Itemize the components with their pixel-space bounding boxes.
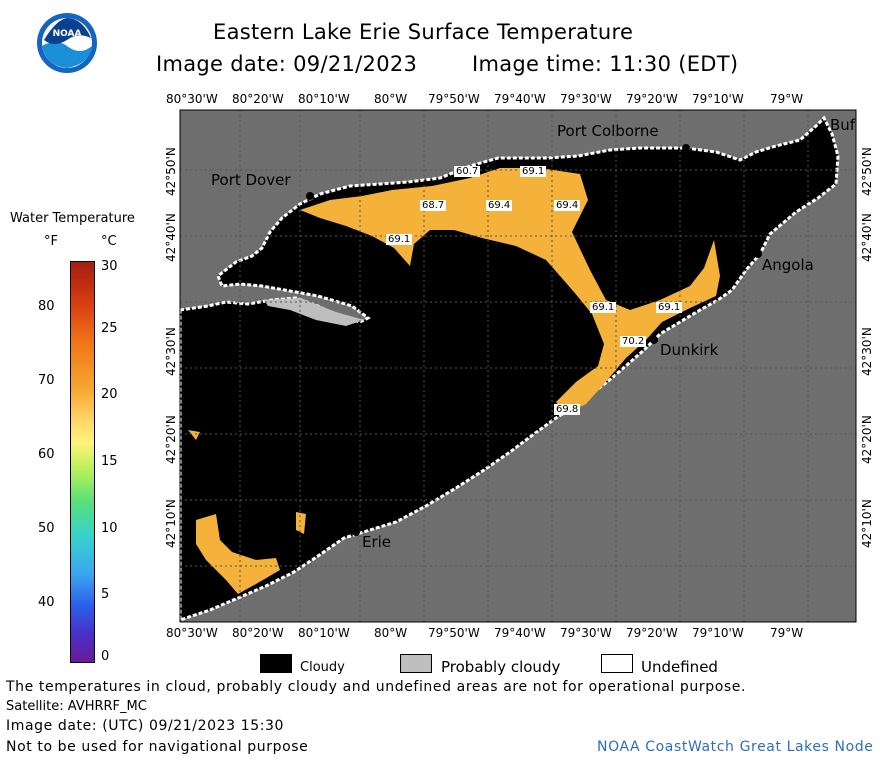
temp-label: 69.4 <box>554 200 581 211</box>
temp-label: 69.8 <box>554 404 581 415</box>
colorbar-c-tick: 30 <box>101 259 118 274</box>
page-title: Eastern Lake Erie Surface Temperature <box>213 20 634 44</box>
lat-left-label: 42°50'N <box>164 147 178 196</box>
legend-swatch-cloudy <box>260 654 292 673</box>
utc-date-text: Image date: (UTC) 09/21/2023 15:30 <box>6 718 285 734</box>
lon-bottom-label: 79°W <box>770 626 804 640</box>
colorbar-f-tick: 80 <box>38 299 55 314</box>
legend-swatch-probably-cloudy <box>400 654 432 673</box>
colorbar-c-tick: 15 <box>101 454 118 469</box>
lon-top-label: 79°20'W <box>626 92 678 106</box>
disclaimer-text: The temperatures in cloud, probably clou… <box>6 679 747 695</box>
colorbar-f-tick: 40 <box>38 595 55 610</box>
lon-top-label: 79°50'W <box>428 92 480 106</box>
colorbar-gradient <box>70 261 95 663</box>
lat-left-label: 42°40'N <box>164 213 178 262</box>
noaa-logo: NOAA <box>37 13 97 73</box>
lon-top-label: 80°W <box>374 92 408 106</box>
temp-label: 60.7 <box>454 166 481 177</box>
colorbar-c-tick: 20 <box>101 387 118 402</box>
lon-bottom-label: 80°W <box>374 626 408 640</box>
legend-label-cloudy: Cloudy <box>300 660 345 675</box>
colorbar-f-tick: 50 <box>38 521 55 536</box>
city-label-port-dover: Port Dover <box>211 171 291 189</box>
lon-top-label: 79°30'W <box>560 92 612 106</box>
lon-bottom-label: 79°20'W <box>626 626 678 640</box>
credit-link[interactable]: NOAA CoastWatch Great Lakes Node <box>597 739 874 755</box>
city-dot-port-dover <box>306 192 314 200</box>
lat-left-label: 42°10'N <box>164 499 178 548</box>
lat-right-label: 42°50'N <box>860 147 874 196</box>
lat-right-label: 42°10'N <box>860 499 874 548</box>
lat-left-label: 42°30'N <box>164 327 178 376</box>
temp-label: 69.4 <box>486 200 513 211</box>
nav-warning-text: Not to be used for navigational purpose <box>6 739 309 755</box>
city-label-buffalo: Buf <box>830 116 856 134</box>
legend-label-probably-cloudy: Probably cloudy <box>441 658 561 676</box>
city-label-angola: Angola <box>762 256 814 274</box>
lat-right-label: 42°20'N <box>860 415 874 464</box>
lon-bottom-label: 79°40'W <box>494 626 546 640</box>
lon-bottom-label: 80°10'W <box>298 626 350 640</box>
lon-bottom-label: 79°50'W <box>428 626 480 640</box>
lon-bottom-label: 79°30'W <box>560 626 612 640</box>
city-label-erie: Erie <box>362 533 392 551</box>
temp-label: 69.1 <box>656 302 683 313</box>
lon-bottom-label: 80°30'W <box>166 626 218 640</box>
colorbar-c-tick: 5 <box>101 587 110 602</box>
lon-top-label: 80°10'W <box>298 92 350 106</box>
lon-top-label: 80°20'W <box>232 92 284 106</box>
city-label-port-colborne: Port Colborne <box>557 122 659 140</box>
map-frame <box>179 109 857 623</box>
lat-right-label: 42°40'N <box>860 213 874 262</box>
city-markers <box>306 136 830 536</box>
city-dot-buffalo <box>822 136 830 144</box>
city-dot-erie <box>352 528 360 536</box>
city-dot-dunkirk <box>650 336 658 344</box>
colorbar-c-tick: 0 <box>101 649 110 664</box>
graticule <box>180 110 856 622</box>
probably-cloudy-area <box>264 298 364 326</box>
lake-cloud-area <box>178 115 840 623</box>
city-label-dunkirk: Dunkirk <box>660 341 719 359</box>
colorbar-unit-f: °F <box>44 234 58 249</box>
lon-bottom-label: 79°10'W <box>692 626 744 640</box>
temp-label: 70.2 <box>620 336 647 347</box>
lat-right-label: 42°30'N <box>860 327 874 376</box>
colorbar-f-tick: 70 <box>38 373 55 388</box>
lon-top-label: 79°40'W <box>494 92 546 106</box>
city-dot-port-colborne <box>682 144 690 152</box>
lon-bottom-label: 80°20'W <box>232 626 284 640</box>
lon-top-label: 79°10'W <box>692 92 744 106</box>
legend-label-undefined: Undefined <box>641 658 718 676</box>
lon-top-label: 80°30'W <box>166 92 218 106</box>
colorbar-c-tick: 10 <box>101 521 118 536</box>
lon-top-label: 79°W <box>770 92 804 106</box>
temp-label: 69.1 <box>520 166 547 177</box>
temp-label: 69.1 <box>386 234 413 245</box>
colorbar-title: Water Temperature <box>10 211 135 226</box>
svg-text:NOAA: NOAA <box>53 29 82 39</box>
lat-left-label: 42°20'N <box>164 415 178 464</box>
image-time: Image time: 11:30 (EDT) <box>472 52 739 76</box>
colorbar-unit-c: °C <box>101 234 117 249</box>
colorbar-f-tick: 60 <box>38 447 55 462</box>
warm-water-patches <box>188 168 720 594</box>
satellite-text: Satellite: AVHRRF_MC <box>6 699 147 714</box>
colorbar-c-tick: 25 <box>101 321 118 336</box>
legend-swatch-undefined <box>601 654 633 673</box>
temp-label: 69.1 <box>590 302 617 313</box>
image-date: Image date: 09/21/2023 <box>156 52 418 76</box>
temp-label: 68.7 <box>420 200 447 211</box>
city-dot-angola <box>754 250 762 258</box>
